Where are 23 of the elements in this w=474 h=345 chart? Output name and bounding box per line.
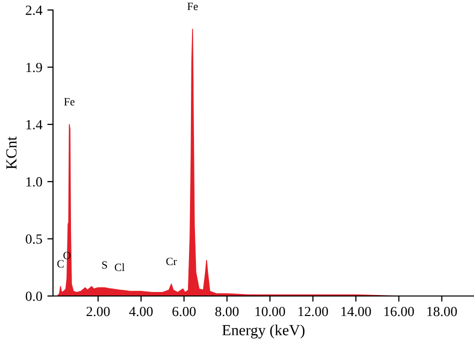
annotation: Cr — [166, 258, 177, 266]
y-tick-label: 0.0 — [26, 292, 42, 302]
x-tick-label: 14.00 — [341, 306, 371, 316]
annotation: S — [102, 261, 107, 269]
x-tick-label: 10.00 — [256, 306, 286, 316]
annotation: C — [57, 260, 64, 268]
x-tick-label: 2.00 — [86, 306, 110, 316]
x-tick-label: 6.00 — [172, 306, 196, 316]
y-tick-label: 0.5 — [26, 234, 42, 244]
y-axis-title: KCnt — [6, 136, 17, 170]
x-tick-label: 16.00 — [384, 306, 414, 316]
y-tick-label: 2.4 — [26, 6, 42, 16]
x-tick-label: 8.00 — [215, 306, 239, 316]
x-tick-label: 12.00 — [298, 306, 328, 316]
y-tick-label: 1.4 — [26, 120, 42, 130]
x-tick-label: 4.00 — [129, 306, 153, 316]
x-tick-label: 18.00 — [427, 306, 457, 316]
annotation: Cl — [114, 263, 125, 272]
x-axis-title: Energy (keV) — [222, 324, 304, 338]
y-tick-label: 1.0 — [26, 177, 42, 187]
annotation: Fe — [64, 98, 74, 106]
y-tick-label: 1.9 — [26, 62, 42, 72]
annotation: Fe — [187, 2, 198, 10]
